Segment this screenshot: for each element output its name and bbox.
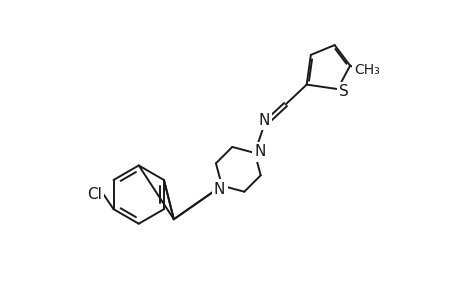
Text: Cl: Cl: [87, 187, 102, 202]
Text: N: N: [258, 113, 269, 128]
Text: N: N: [213, 182, 225, 197]
Text: S: S: [339, 84, 348, 99]
Text: CH₃: CH₃: [353, 63, 379, 77]
Text: N: N: [253, 144, 265, 159]
